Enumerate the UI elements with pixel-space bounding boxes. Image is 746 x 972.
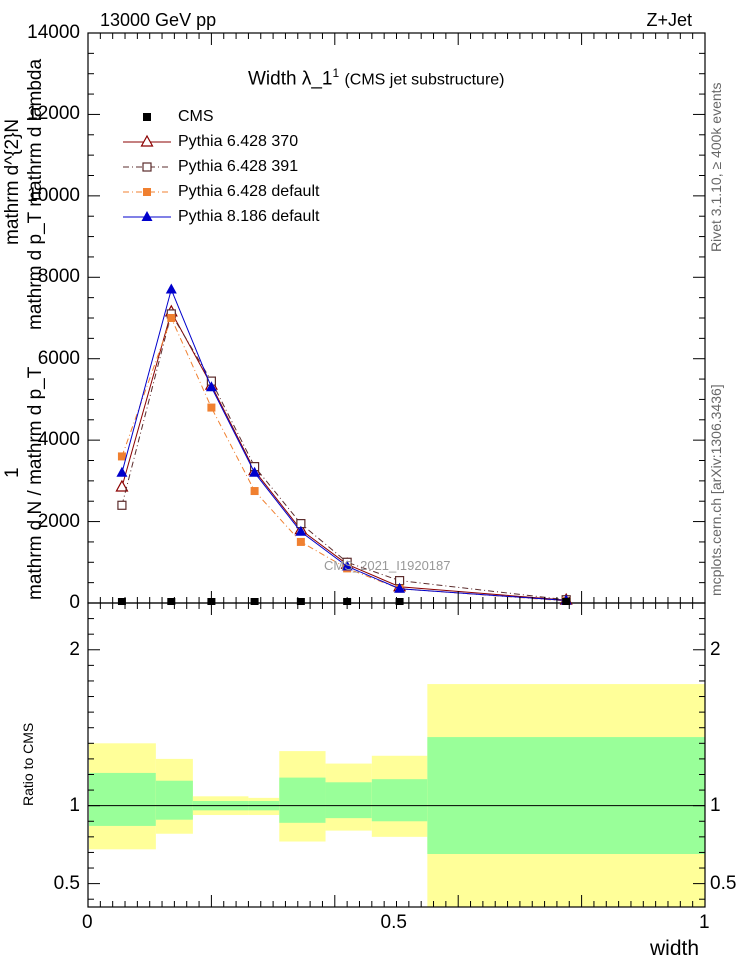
ratio-band-1sigma-bin [325,782,372,819]
chart-title: Width λ_11 (CMS jet substructure) [248,66,505,90]
ratio-ytick-label-left: 0.5 [53,872,80,894]
series-line [121,312,567,601]
main-ytick-label: 14000 [27,22,80,43]
main-ytick-label: 10000 [27,184,80,206]
header-left: 13000 GeV pp [100,10,217,30]
legend-pythia6-370: Pythia 6.428 370 [178,133,299,150]
ylabel-line-1: mathrm d^{2}N [2,118,23,245]
chart-title-main: Width λ_1 [248,68,333,90]
data-point [117,452,126,461]
series-cms [117,598,571,605]
chart-title-sup: 1 [332,66,340,80]
data-point [167,314,176,322]
data-point [249,466,261,477]
ratio-ylabel: Ratio to CMS [20,722,36,806]
data-point [165,283,177,294]
legend-pythia6-391: Pythia 6.428 391 [178,158,299,175]
data-point [394,582,406,593]
ratio-band-1sigma-bin [279,777,326,823]
legend-pythia8-default: Pythia 8.186 default [178,208,320,225]
legend-marker [140,134,154,147]
ratio-band-1sigma-bin [371,779,428,822]
data-point [207,403,216,412]
xtick-label: 1 [699,912,710,933]
xtick-label: 0 [82,912,93,933]
legend-marker [141,211,153,221]
main-ytick-label: 2000 [37,510,80,532]
x-axis-label: width [650,937,700,960]
ylabel-line-2: mathrm d N / mathrm d p_T [25,366,46,600]
data-point [341,560,353,571]
data-point [117,500,127,510]
ratio-ytick-label-left: 1 [69,794,80,816]
legend-marker [142,162,152,172]
ratio-band-1sigma-bin [427,737,705,854]
data-point [205,381,217,392]
header-right: Z+Jet [646,10,692,30]
data-point [250,598,259,605]
xtick-label: 0.5 [380,912,407,933]
series-layer [115,283,573,605]
ylabel-line-4: 1 [2,467,23,478]
legend-marks [123,113,171,221]
ratio-bands [88,684,705,907]
legend-marker [143,188,151,196]
ratio-ytick-label-right: 1 [710,794,721,816]
legend-pythia6-default: Pythia 6.428 default [178,183,320,200]
data-point [295,525,307,536]
data-point [296,598,305,605]
ratio-ytick-label-right: 0.5 [710,872,737,894]
main-ytick-label: 4000 [37,429,80,451]
ratio-band-1sigma-bin [155,780,193,820]
rivet-label: Rivet 3.1.10, ≥ 400k events [708,82,724,252]
ratio-band-1sigma-bin [89,772,156,826]
main-ytick-label: 8000 [37,266,80,288]
data-point [250,487,259,496]
main-ytick-label: 0 [69,592,80,613]
series-pythia-8-186-default [116,283,572,605]
data-point [167,598,176,605]
legend-marker [143,113,151,121]
ratio-ytick-label-right: 2 [710,638,721,660]
main-ytick-label: 12000 [27,103,80,125]
series-line [121,287,567,602]
data-point [296,537,305,546]
data-point [117,598,126,605]
data-point [562,598,571,605]
chart-title-sub: (CMS jet substructure) [344,71,505,89]
data-point [116,466,128,477]
mcplots-label: mcplots.cern.ch [arXiv:1306.3436] [708,384,724,596]
data-point [115,479,129,492]
analysis-watermark: CMS_2021_I1920187 [324,558,451,573]
legend-cms: CMS [178,108,214,125]
data-point [395,598,404,605]
axis-ticks [87,32,706,907]
main-ytick-label: 6000 [37,347,80,369]
ratio-ytick-label-left: 2 [69,638,80,660]
series-line [121,310,567,601]
